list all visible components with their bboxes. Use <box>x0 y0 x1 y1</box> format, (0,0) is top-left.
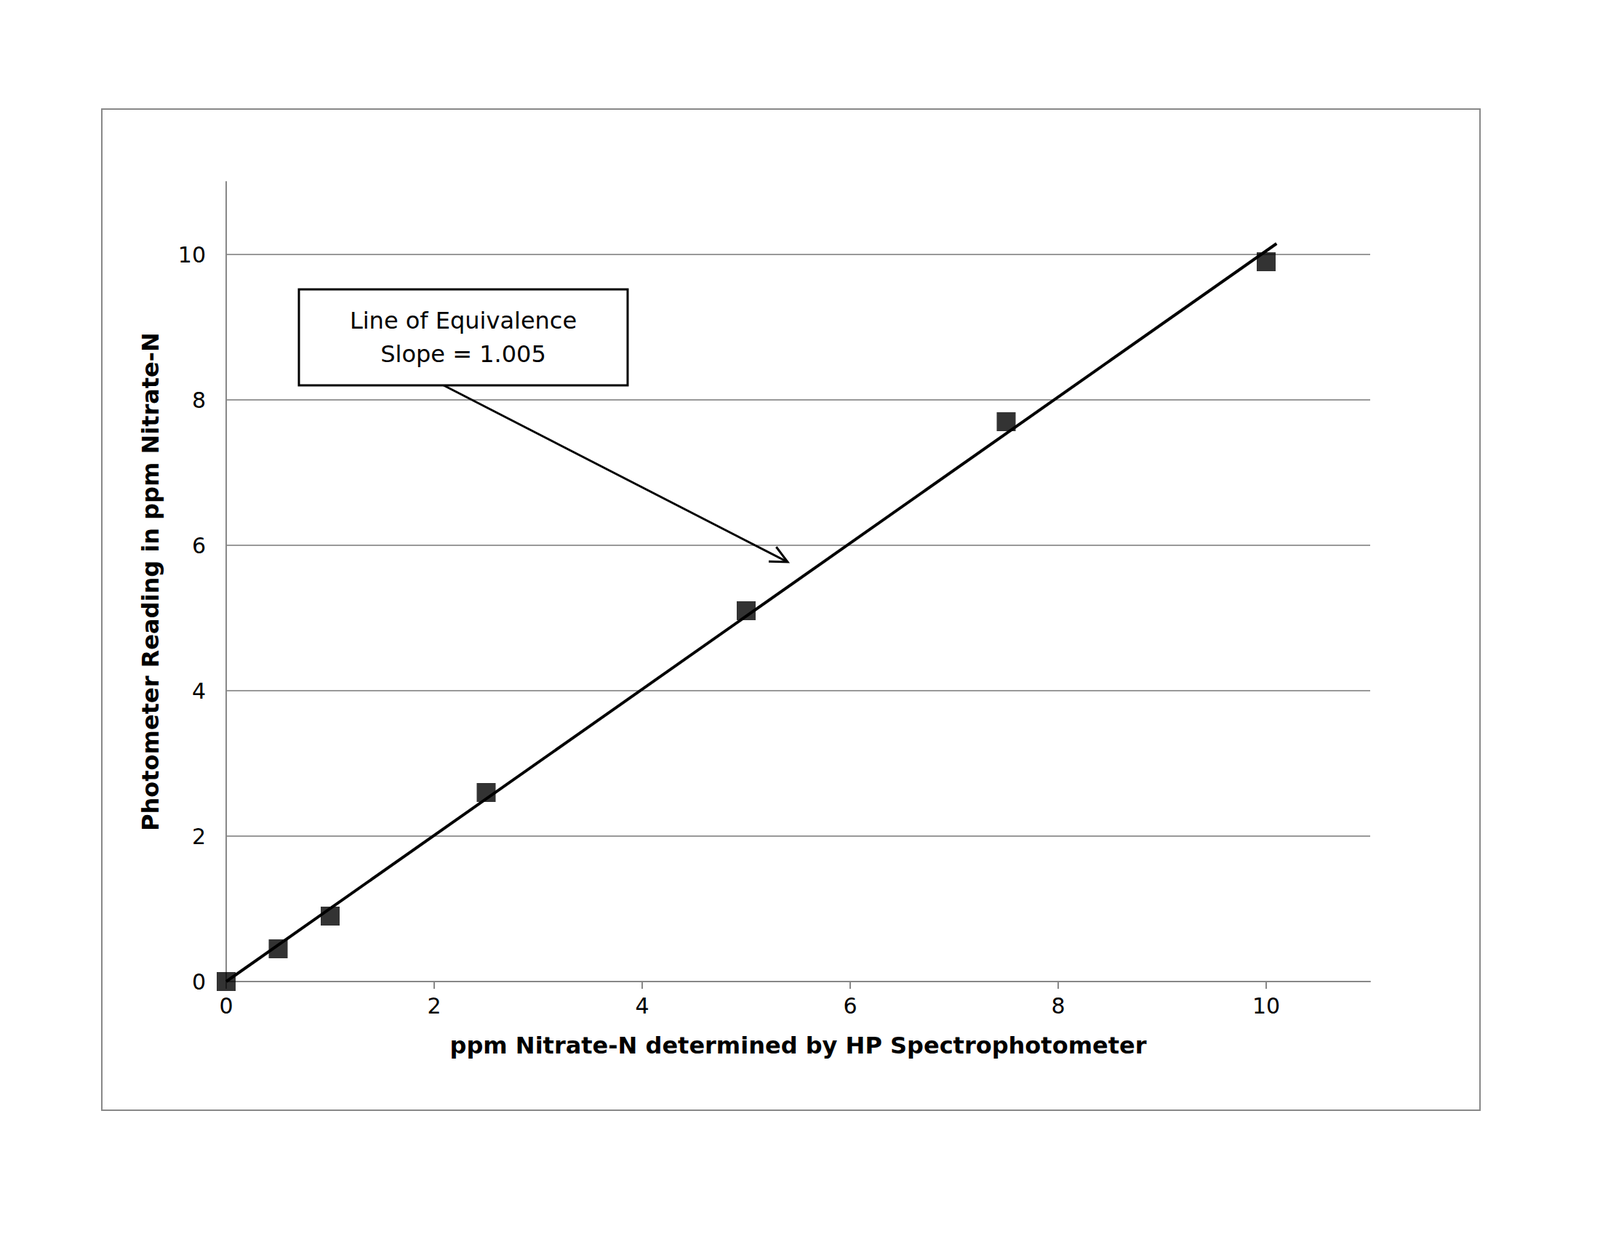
svg-text:2: 2 <box>426 993 441 1019</box>
svg-text:Photometer Reading in ppm Nitr: Photometer Reading in ppm Nitrate-N <box>136 332 165 832</box>
svg-text:8: 8 <box>1050 993 1065 1019</box>
svg-text:0: 0 <box>192 969 206 995</box>
svg-text:2: 2 <box>192 824 206 850</box>
svg-text:Slope = 1.005: Slope = 1.005 <box>380 340 547 368</box>
svg-text:10: 10 <box>1252 993 1280 1019</box>
svg-text:ppm Nitrate-N determined by HP: ppm Nitrate-N determined by HP Spectroph… <box>450 1032 1147 1060</box>
svg-text:6: 6 <box>842 993 857 1019</box>
svg-text:10: 10 <box>178 242 206 268</box>
svg-text:4: 4 <box>634 993 649 1019</box>
svg-text:8: 8 <box>192 387 206 414</box>
svg-text:4: 4 <box>192 678 206 704</box>
svg-text:6: 6 <box>192 533 206 559</box>
svg-text:Line of Equivalence: Line of Equivalence <box>349 306 577 335</box>
svg-text:0: 0 <box>218 993 233 1019</box>
